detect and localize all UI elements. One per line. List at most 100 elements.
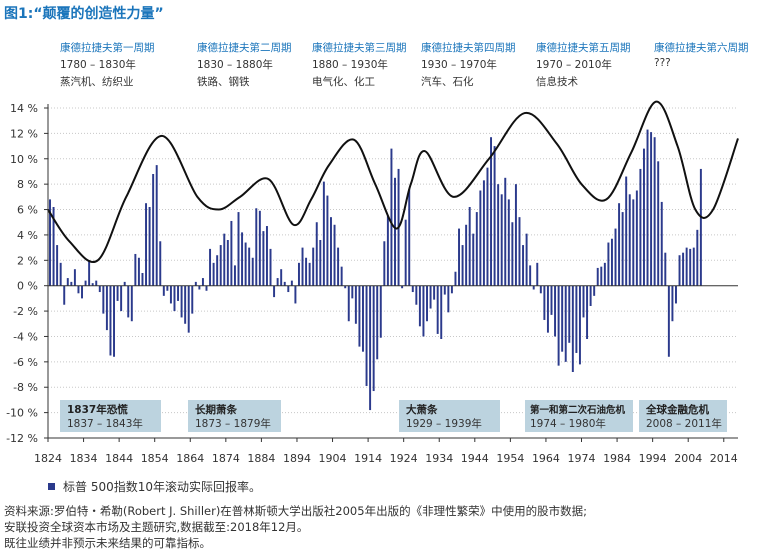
wave-years: 1930 – 1970年	[421, 59, 497, 71]
bar	[155, 165, 158, 286]
crisis-box: 长期萧条 1873 – 1879年	[188, 400, 281, 432]
y-tick-label: 6 %	[17, 204, 38, 217]
bar	[130, 285, 133, 322]
bar	[137, 257, 140, 286]
crisis-box-bg	[60, 400, 161, 432]
bar	[326, 195, 329, 286]
bar	[578, 285, 581, 365]
bar	[657, 161, 660, 286]
bar	[522, 245, 525, 286]
wave-industry: 铁路、钢铁	[197, 76, 250, 88]
bar	[486, 167, 489, 286]
bar	[699, 168, 702, 286]
y-tick-label: 4 %	[17, 229, 38, 242]
bar	[642, 148, 645, 286]
bar	[678, 255, 681, 286]
crisis-years: 1929 – 1939年	[406, 417, 482, 430]
bar	[621, 212, 624, 286]
y-tick-label: -10 %	[6, 407, 38, 420]
x-tick-label: 1894	[283, 452, 311, 465]
bar	[554, 285, 557, 337]
bar	[568, 285, 571, 343]
bar	[184, 285, 187, 324]
bar	[319, 240, 322, 286]
bar	[84, 280, 87, 286]
bar	[696, 229, 699, 286]
bar	[209, 248, 212, 286]
x-tick-label: 1954	[496, 452, 524, 465]
bar	[134, 253, 137, 286]
crisis-title: 长期萧条	[195, 403, 237, 416]
bar	[233, 265, 236, 286]
bar	[173, 285, 176, 312]
bar	[369, 285, 372, 411]
chart-canvas: 1837年恐慌 1837 – 1843年 长期萧条 1873 – 1879年 大…	[6, 100, 739, 465]
bar	[219, 245, 222, 286]
bar	[411, 285, 414, 293]
bar	[194, 281, 197, 286]
bar	[52, 207, 55, 286]
x-tick-label: 1944	[461, 452, 489, 465]
bar	[550, 285, 553, 315]
crisis-box: 全球金融危机 2008 – 2011年	[639, 400, 727, 432]
bar	[351, 285, 354, 299]
bar	[269, 248, 272, 286]
bar	[49, 199, 51, 286]
source-line: 安联投资全球资本市场及主题研究,数据截至:2018年12月。	[4, 520, 309, 534]
wave-years: ???	[654, 57, 671, 69]
bar	[589, 285, 592, 306]
bar	[262, 231, 265, 286]
bar	[596, 267, 599, 286]
bar	[305, 257, 308, 286]
x-tick-label: 1904	[319, 452, 347, 465]
bar	[582, 285, 585, 318]
wave-industry: 汽车、石化	[421, 76, 474, 88]
bar	[507, 199, 510, 286]
bar	[187, 285, 190, 333]
bar	[482, 180, 485, 286]
bar	[543, 285, 546, 320]
bar	[650, 132, 653, 286]
bar	[226, 240, 229, 286]
bar	[66, 278, 69, 286]
x-tick-label: 1834	[70, 452, 98, 465]
y-tick-label: 8 %	[17, 178, 38, 191]
bar	[102, 285, 105, 314]
bar	[56, 245, 59, 286]
bar	[440, 285, 443, 339]
bar	[205, 285, 208, 291]
x-tick-label: 1994	[639, 452, 667, 465]
y-tick-label: 14 %	[10, 102, 38, 115]
y-tick-label: -12 %	[6, 432, 38, 445]
wave-name: 康德拉捷夫第二周期	[197, 42, 292, 54]
y-tick-label: -4 %	[13, 330, 38, 343]
y-tick-label: -2 %	[13, 305, 38, 318]
bar	[258, 210, 261, 286]
bar	[415, 285, 418, 305]
bar	[401, 285, 404, 289]
crisis-box: 大萧条 1929 – 1939年	[399, 400, 500, 432]
gridlines	[48, 107, 738, 439]
x-tick-label: 2014	[710, 452, 738, 465]
bar	[571, 285, 574, 372]
bar	[504, 177, 507, 286]
bar	[625, 176, 628, 286]
bar	[458, 228, 460, 286]
bar	[682, 252, 685, 286]
y-tick-label: 0 %	[17, 280, 38, 293]
bar	[564, 285, 567, 362]
wave-header: 康德拉捷夫第五周期 1970 – 2010年 信息技术	[536, 40, 646, 89]
bar	[308, 262, 311, 286]
bar	[315, 222, 318, 286]
wave-name: 康德拉捷夫第四周期	[421, 42, 516, 54]
bar	[603, 262, 606, 286]
bar	[561, 285, 564, 352]
source-line: 资料来源:罗伯特・希勒(Robert J. Shiller)在普林斯顿大学出版社…	[4, 504, 587, 518]
crisis-years: 2008 – 2011年	[646, 417, 722, 430]
legend: 标普 500指数10年滚动实际回报率。	[48, 478, 261, 495]
crisis-box-bg	[639, 400, 727, 432]
bar	[692, 247, 695, 286]
bar	[450, 285, 453, 294]
bar	[280, 269, 283, 286]
bar	[63, 285, 66, 305]
